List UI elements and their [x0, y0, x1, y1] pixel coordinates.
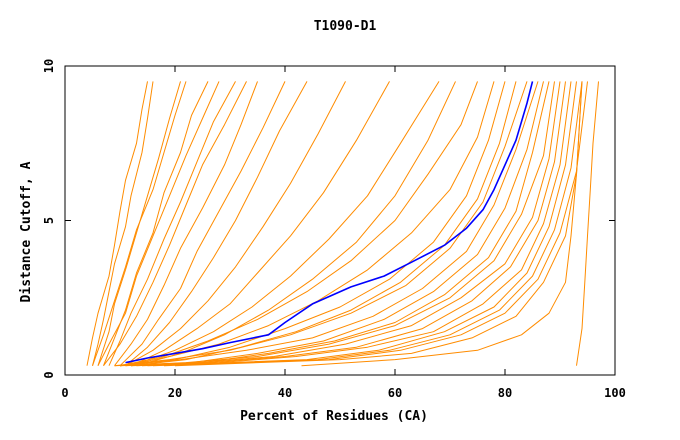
y-tick-label-5: 5	[42, 217, 56, 224]
series-layer	[86, 81, 599, 367]
model-line-22	[125, 81, 544, 367]
chart-title: T1090-D1	[314, 19, 377, 34]
model-line-6	[97, 81, 220, 366]
x-tick-label-80: 80	[498, 386, 512, 400]
x-tick-label-60: 60	[388, 386, 402, 400]
model-line-7	[108, 81, 236, 366]
model-line-11	[125, 81, 308, 367]
model-line-2	[86, 81, 148, 366]
x-tick-label-0: 0	[61, 386, 68, 400]
highlight-line	[125, 81, 534, 364]
model-line-26	[130, 81, 566, 367]
model-line-4	[92, 81, 187, 366]
model-line-16	[119, 81, 478, 367]
model-line-32	[301, 81, 583, 367]
model-line-19	[130, 81, 517, 367]
model-line-14	[130, 81, 440, 367]
x-tick-label-100: 100	[604, 386, 626, 400]
model-line-8	[103, 81, 247, 367]
y-tick-label-10: 10	[42, 59, 56, 73]
model-line-31	[174, 81, 583, 367]
model-line-3	[97, 81, 181, 366]
model-line-12	[125, 81, 346, 367]
model-line-5	[103, 81, 209, 366]
model-line-17	[125, 81, 495, 367]
model-line-29	[152, 81, 583, 367]
model-line-1	[92, 81, 154, 366]
model-line-15	[136, 81, 456, 367]
model-line-27	[141, 81, 572, 367]
model-line-18	[119, 81, 506, 367]
tick-layer: 0 20 40 60 80 100 0 5 10	[42, 59, 626, 400]
model-line-21	[119, 81, 539, 367]
model-line-9	[114, 81, 258, 367]
model-line-33	[576, 81, 599, 366]
x-axis-label: Percent of Residues (CA)	[240, 409, 428, 424]
x-tick-label-20: 20	[168, 386, 182, 400]
model-line-10	[119, 81, 286, 367]
y-tick-label-0: 0	[42, 371, 56, 378]
model-line-24	[114, 81, 555, 367]
model-line-20	[114, 81, 528, 367]
y-axis-label: Distance Cutoff, A	[19, 161, 34, 302]
model-line-25	[119, 81, 561, 367]
x-tick-label-40: 40	[278, 386, 292, 400]
model-line-13	[130, 81, 390, 367]
plot-frame	[64, 65, 616, 376]
